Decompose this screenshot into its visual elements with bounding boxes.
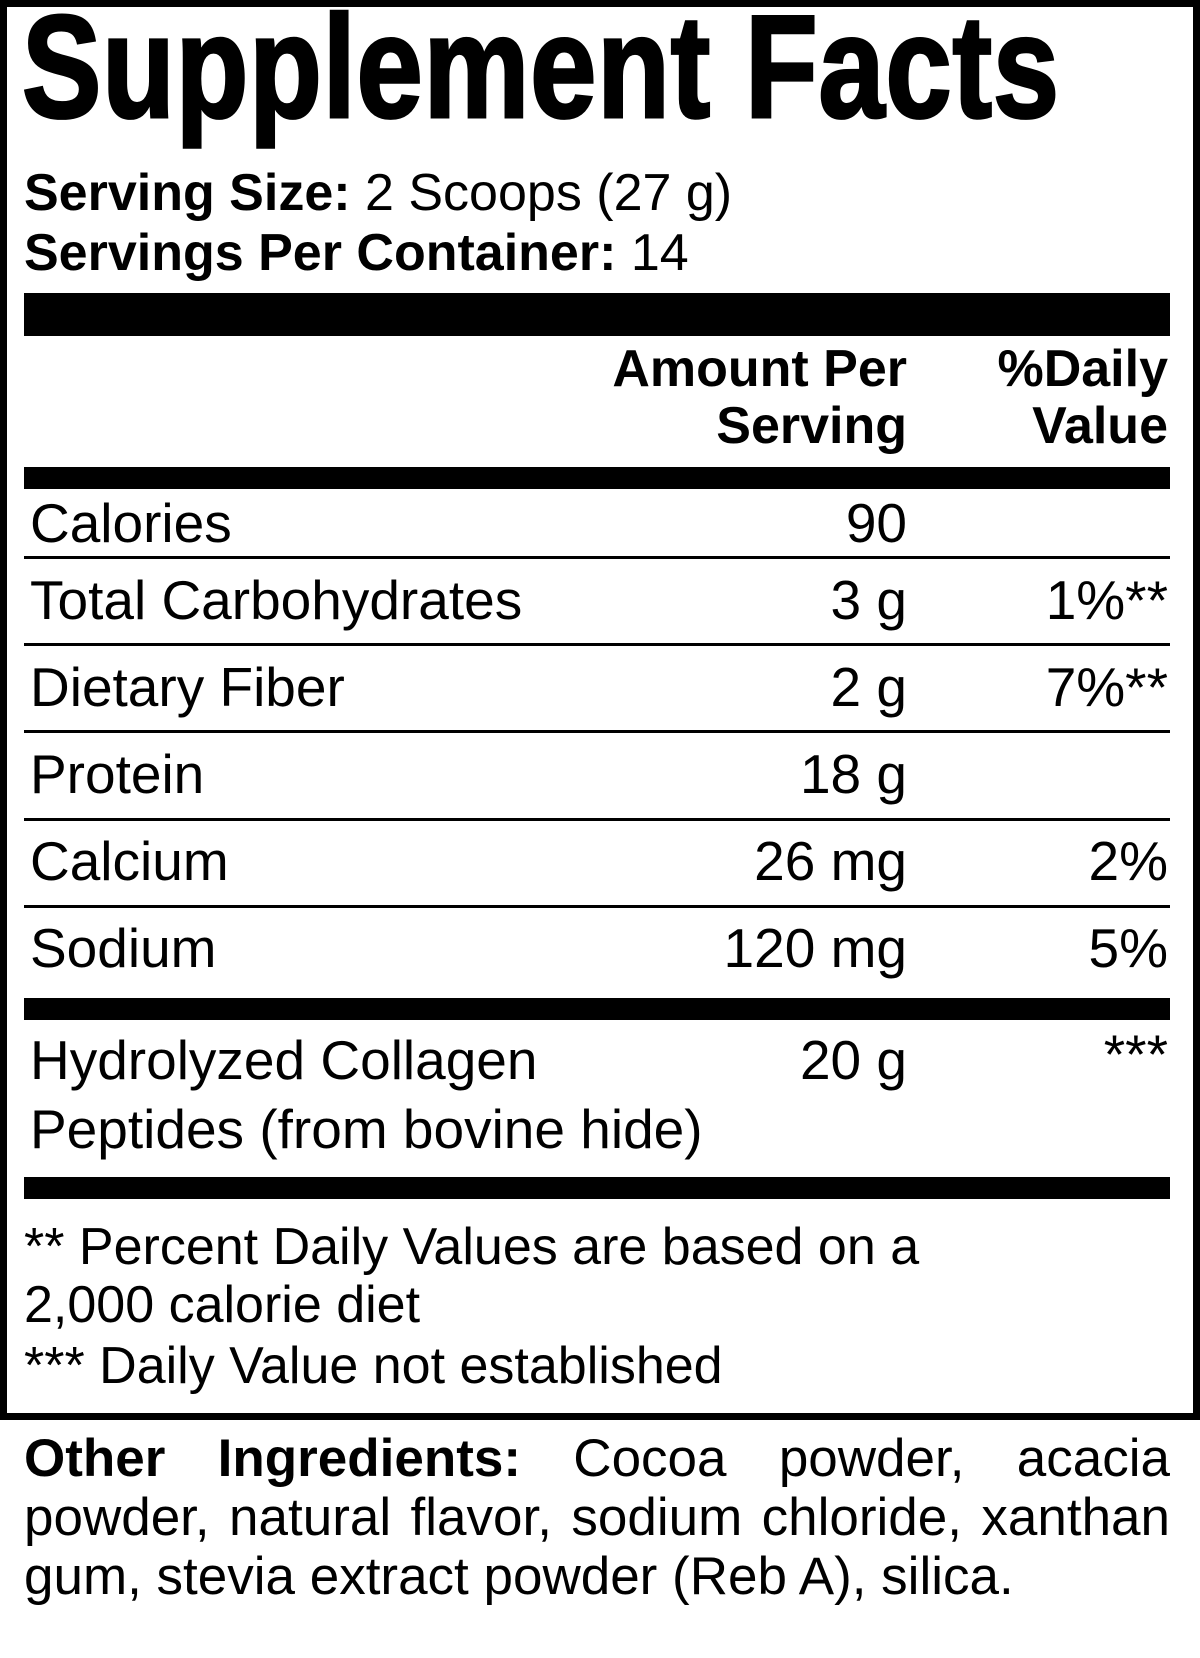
collagen-amount: 20 g bbox=[799, 1029, 907, 1091]
nutrient-dv: 2% bbox=[1088, 830, 1169, 892]
amount-per-serving-header: Amount Per Serving bbox=[612, 341, 907, 455]
medium-divider bbox=[24, 1177, 1170, 1199]
nutrient-name: Sodium bbox=[30, 917, 217, 979]
supplement-facts-panel bbox=[0, 0, 1200, 1420]
servings-per-container-label: Servings Per Container: bbox=[24, 224, 617, 282]
nutrient-name: Calories bbox=[30, 492, 232, 554]
collagen-dv: *** bbox=[1103, 1023, 1168, 1085]
nutrient-name: Protein bbox=[30, 743, 205, 805]
nutrient-amount: 120 mg bbox=[723, 917, 907, 979]
footnote-percent-dv: ** Percent Daily Values are based on a bbox=[24, 1218, 920, 1276]
row-divider bbox=[24, 905, 1170, 908]
dv-header-line2: Value bbox=[1032, 397, 1168, 455]
row-divider bbox=[24, 730, 1170, 733]
other-ingredients-label: Other Ingredients: bbox=[24, 1429, 521, 1488]
nutrient-name: Dietary Fiber bbox=[30, 656, 345, 718]
nutrient-name: Calcium bbox=[30, 830, 229, 892]
nutrient-amount: 2 g bbox=[830, 656, 907, 718]
amount-header-line2: Serving bbox=[716, 397, 907, 455]
serving-size: Serving Size: 2 Scoops (27 g) bbox=[24, 163, 732, 223]
daily-value-header: %Daily Value bbox=[997, 341, 1168, 455]
collagen-name-line2: Peptides (from bovine hide) bbox=[30, 1098, 703, 1160]
nutrient-dv: 5% bbox=[1088, 917, 1169, 979]
nutrient-amount: 18 g bbox=[799, 743, 907, 805]
row-divider bbox=[24, 643, 1170, 646]
row-divider bbox=[24, 556, 1170, 559]
servings-per-container-value: 14 bbox=[616, 224, 689, 282]
nutrient-amount: 3 g bbox=[830, 569, 907, 631]
other-ingredients-text: Cocoa powder, acacia powder, natural fla… bbox=[24, 1429, 1170, 1606]
collagen-name-line1: Hydrolyzed Collagen bbox=[30, 1029, 538, 1091]
nutrient-amount: 90 bbox=[845, 492, 907, 554]
footnote-dv-not-established: *** Daily Value not established bbox=[24, 1337, 723, 1395]
nutrient-dv: 1%** bbox=[1045, 569, 1168, 631]
dv-header-line1: %Daily bbox=[997, 340, 1168, 398]
nutrient-amount: 26 mg bbox=[754, 830, 907, 892]
serving-size-label: Serving Size: bbox=[24, 164, 351, 222]
serving-size-value: 2 Scoops (27 g) bbox=[350, 164, 733, 222]
footnote-percent-dv-cont: 2,000 calorie diet bbox=[24, 1276, 421, 1334]
medium-divider bbox=[24, 998, 1170, 1020]
nutrient-name: Total Carbohydrates bbox=[30, 569, 523, 631]
medium-divider bbox=[24, 467, 1170, 489]
servings-per-container: Servings Per Container: 14 bbox=[24, 223, 689, 283]
nutrient-dv: 7%** bbox=[1045, 656, 1168, 718]
panel-title: Supplement Facts bbox=[21, 0, 1061, 148]
other-ingredients: Other Ingredients: Cocoa powder, acacia … bbox=[24, 1429, 1170, 1606]
amount-header-line1: Amount Per bbox=[612, 340, 907, 398]
thick-divider bbox=[24, 293, 1170, 336]
row-divider bbox=[24, 818, 1170, 821]
